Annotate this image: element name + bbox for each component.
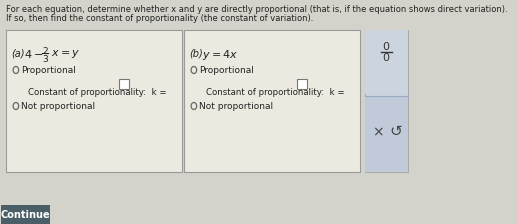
- Text: For each equation, determine whether x and y are directly proportional (that is,: For each equation, determine whether x a…: [6, 5, 508, 14]
- Text: Proportional: Proportional: [21, 66, 76, 75]
- Text: Continue: Continue: [1, 209, 50, 220]
- Bar: [365, 96, 408, 172]
- Text: 0: 0: [383, 53, 390, 63]
- Text: ↺: ↺: [389, 125, 402, 140]
- Bar: [119, 79, 128, 89]
- Bar: [6, 30, 182, 172]
- Text: Constant of proportionality:  k =: Constant of proportionality: k =: [206, 88, 347, 97]
- Text: If so, then find the constant of proportionality (the constant of variation).: If so, then find the constant of proport…: [6, 14, 314, 23]
- Text: $4-$: $4-$: [24, 48, 43, 60]
- Text: (a): (a): [11, 48, 25, 58]
- Text: Proportional: Proportional: [199, 66, 254, 75]
- Text: 0: 0: [383, 42, 390, 52]
- Text: (b): (b): [189, 48, 203, 58]
- Bar: [183, 30, 360, 172]
- Text: ×: ×: [372, 125, 383, 139]
- Text: $x=y$: $x=y$: [51, 48, 80, 60]
- Text: $y=4x$: $y=4x$: [202, 48, 238, 62]
- Text: Not proportional: Not proportional: [199, 102, 274, 111]
- Bar: [1, 205, 50, 224]
- Text: Constant of proportionality:  k =: Constant of proportionality: k =: [28, 88, 169, 97]
- Text: 3: 3: [42, 55, 48, 64]
- Text: 2: 2: [42, 47, 48, 56]
- Text: Not proportional: Not proportional: [21, 102, 96, 111]
- Bar: [365, 30, 408, 94]
- Bar: [365, 30, 408, 172]
- Bar: [297, 79, 307, 89]
